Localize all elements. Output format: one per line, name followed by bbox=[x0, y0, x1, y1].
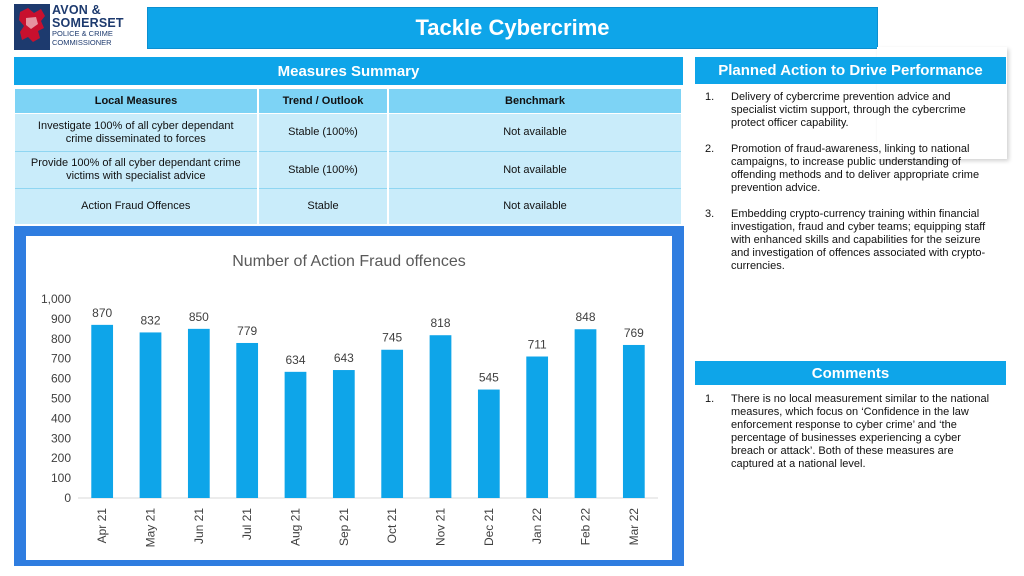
x-tick-label: Aug 21 bbox=[289, 508, 303, 546]
logo-line-2: SOMERSET bbox=[52, 15, 124, 30]
y-tick-label: 500 bbox=[51, 392, 71, 406]
table-row: Action Fraud Offences Stable Not availab… bbox=[14, 188, 683, 224]
list-text: Promotion of fraud-awareness, linking to… bbox=[731, 143, 980, 194]
list-number: 2. bbox=[705, 143, 715, 155]
pcc-logo: AVON & SOMERSET POLICE & CRIME COMMISSIO… bbox=[14, 4, 126, 52]
table-row: Provide 100% of all cyber dependant crim… bbox=[14, 151, 683, 189]
benchmark-cell: Not available bbox=[388, 188, 683, 224]
bar bbox=[477, 389, 500, 498]
data-label: 779 bbox=[237, 324, 257, 338]
measure-cell: Provide 100% of all cyber dependant crim… bbox=[14, 151, 259, 189]
x-tick-label: Oct 21 bbox=[385, 508, 399, 544]
crest-icon bbox=[14, 4, 50, 50]
column-header-local-measures: Local Measures bbox=[14, 88, 259, 114]
chart-title: Number of Action Fraud offences bbox=[232, 253, 466, 270]
y-tick-label: 400 bbox=[51, 411, 71, 425]
column-header-trend: Trend / Outlook bbox=[257, 88, 389, 114]
measures-summary-header: Measures Summary bbox=[14, 57, 683, 85]
x-tick-label: Jan 22 bbox=[530, 508, 544, 544]
chart-panel: Number of Action Fraud offences 0 100 200 30… bbox=[26, 236, 672, 560]
planned-action-header: Planned Action to Drive Performance bbox=[695, 57, 1006, 84]
bar bbox=[381, 349, 404, 498]
list-item: 1. There is no local measurement similar … bbox=[705, 393, 997, 471]
table-row: Investigate 100% of all cyber dependant … bbox=[14, 113, 683, 152]
data-label: 818 bbox=[430, 316, 450, 330]
column-header-benchmark: Benchmark bbox=[387, 88, 683, 114]
x-tick-label: Jun 21 bbox=[192, 508, 206, 544]
list-number: 3. bbox=[705, 208, 715, 220]
data-label: 848 bbox=[575, 310, 595, 324]
bar bbox=[332, 370, 355, 498]
y-tick-label: 900 bbox=[51, 312, 71, 326]
measures-table: Local Measures Trend / Outlook Benchmark… bbox=[14, 88, 683, 224]
bar bbox=[574, 329, 597, 498]
bar bbox=[526, 356, 549, 498]
bar bbox=[236, 342, 259, 498]
benchmark-cell: Not available bbox=[388, 151, 683, 189]
data-label: 643 bbox=[334, 351, 354, 365]
logo-line-3: POLICE & CRIME bbox=[52, 29, 113, 38]
logo-line-1: AVON & bbox=[52, 3, 101, 17]
data-label: 832 bbox=[140, 313, 160, 327]
benchmark-cell: Not available bbox=[388, 113, 683, 152]
bar bbox=[91, 324, 114, 498]
measure-cell: Investigate 100% of all cyber dependant … bbox=[14, 113, 259, 152]
list-item: 3. Embedding crypto-currency training wit… bbox=[705, 208, 997, 273]
comments-header: Comments bbox=[695, 361, 1006, 385]
y-tick-label: 100 bbox=[51, 471, 71, 485]
data-label: 711 bbox=[528, 338, 547, 352]
list-text: There is no local measurement similar to… bbox=[731, 393, 990, 470]
trend-cell: Stable bbox=[258, 188, 389, 224]
y-tick-label: 600 bbox=[51, 372, 71, 386]
data-label: 769 bbox=[624, 326, 644, 340]
y-tick-label: 800 bbox=[51, 332, 71, 346]
bar bbox=[187, 328, 210, 498]
data-label: 745 bbox=[382, 331, 402, 345]
list-text: Embedding crypto-currency training withi… bbox=[731, 208, 986, 272]
bar bbox=[429, 335, 452, 498]
bar bbox=[139, 332, 162, 498]
data-label: 545 bbox=[479, 371, 499, 385]
x-tick-label: Apr 21 bbox=[95, 508, 109, 544]
x-tick-label: Feb 22 bbox=[579, 508, 593, 546]
x-tick-label: Nov 21 bbox=[434, 508, 448, 546]
list-number: 1. bbox=[705, 393, 715, 405]
page-title: Tackle Cybercrime bbox=[147, 7, 878, 49]
table-header-row: Local Measures Trend / Outlook Benchmark bbox=[14, 88, 683, 114]
comments-list: 1. There is no local measurement similar … bbox=[705, 393, 997, 484]
bar bbox=[284, 371, 307, 498]
y-tick-label: 1,000 bbox=[41, 292, 71, 306]
y-tick-label: 300 bbox=[51, 431, 71, 445]
data-label: 870 bbox=[92, 306, 112, 320]
action-fraud-bar-chart: Number of Action Fraud offences 0 100 200 30… bbox=[41, 253, 658, 548]
logo-line-4: COMMISSIONER bbox=[52, 37, 112, 47]
x-tick-label: Dec 21 bbox=[482, 508, 496, 546]
y-tick-label: 700 bbox=[51, 352, 71, 366]
list-item: 1. Delivery of cybercrime prevention advi… bbox=[705, 91, 997, 130]
trend-cell: Stable (100%) bbox=[258, 113, 389, 152]
bar bbox=[622, 344, 645, 498]
measure-cell: Action Fraud Offences bbox=[14, 188, 259, 224]
x-tick-label: May 21 bbox=[144, 508, 158, 548]
list-text: Delivery of cybercrime prevention advice… bbox=[731, 91, 966, 129]
y-tick-label: 0 bbox=[64, 491, 71, 505]
data-label: 850 bbox=[189, 310, 209, 324]
x-tick-label: Jul 21 bbox=[240, 508, 254, 540]
list-item: 2. Promotion of fraud-awareness, linking … bbox=[705, 143, 997, 195]
chart-frame: Number of Action Fraud offences 0 100 200 30… bbox=[14, 226, 684, 566]
y-tick-label: 200 bbox=[51, 451, 71, 465]
x-tick-label: Mar 22 bbox=[627, 508, 641, 546]
planned-action-list: 1. Delivery of cybercrime prevention advi… bbox=[705, 91, 997, 286]
x-tick-label: Sep 21 bbox=[337, 508, 351, 546]
data-label: 634 bbox=[285, 353, 305, 367]
list-number: 1. bbox=[705, 91, 715, 103]
trend-cell: Stable (100%) bbox=[258, 151, 389, 189]
